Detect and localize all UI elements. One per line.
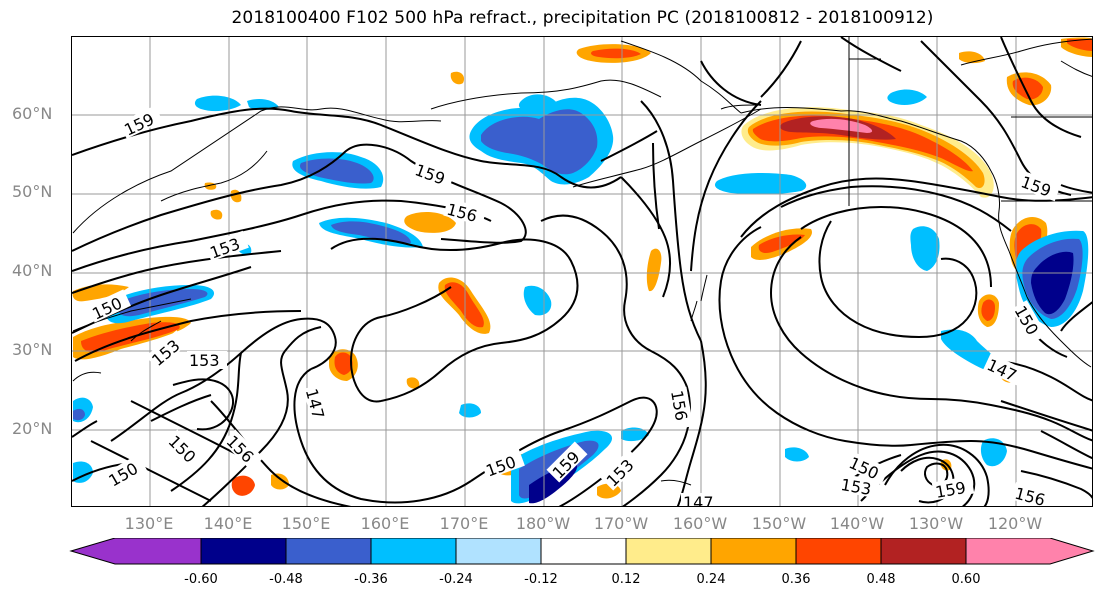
lon-label-150w: 150°W	[751, 514, 807, 533]
contour-label: 147	[302, 387, 328, 421]
colorbar-segment	[286, 538, 371, 564]
lon-label-180w: 180°W	[515, 514, 571, 533]
map-canvas: 159 159 156 153 150 153 153 147 150 150 …	[72, 37, 1092, 507]
contour-label: 147	[683, 493, 714, 507]
lat-label-60n: 60°N	[12, 104, 53, 123]
lat-label-30n: 30°N	[12, 340, 53, 359]
lon-label-130w: 130°W	[908, 514, 964, 533]
precip-negative-fill	[73, 89, 1089, 504]
lon-label-120w: 120°W	[987, 514, 1043, 533]
colorbar-segment	[371, 538, 456, 564]
colorbar-tick-label: -0.24	[439, 572, 473, 587]
colorbar-tick-label: -0.12	[524, 572, 558, 587]
contour-label: 153	[207, 234, 242, 262]
colorbar-segment	[626, 538, 711, 564]
colorbar-tick-label: 0.48	[866, 572, 896, 587]
colorbar-segment	[456, 538, 541, 564]
coastlines	[72, 37, 1092, 486]
colorbar-segment	[966, 538, 1093, 564]
lat-label-40n: 40°N	[12, 261, 53, 280]
lat-label-50n: 50°N	[12, 182, 53, 201]
map-panel: 159 159 156 153 150 153 153 147 150 150 …	[71, 36, 1093, 507]
colorbar-tick-label: -0.36	[354, 572, 388, 587]
graticule	[72, 37, 1092, 506]
colorbar-segment	[71, 538, 201, 564]
lon-label-170e: 170°E	[439, 514, 489, 533]
colorbar-segment	[796, 538, 881, 564]
contour-label: 153	[839, 475, 872, 499]
lon-label-130e: 130°E	[124, 514, 174, 533]
lon-label-140w: 140°W	[829, 514, 885, 533]
colorbar-tick-label: 0.12	[611, 572, 641, 587]
contour-label: 153	[189, 351, 220, 370]
colorbar-segment	[711, 538, 796, 564]
lon-label-170w: 170°W	[593, 514, 649, 533]
colorbar-tick-label: 0.60	[951, 572, 981, 587]
contour-label: 156	[1013, 484, 1047, 507]
lat-label-20n: 20°N	[12, 419, 53, 438]
colorbar-tick-label: -0.48	[269, 572, 303, 587]
contour-label: 159	[412, 160, 447, 188]
lon-label-160e: 160°E	[360, 514, 410, 533]
colorbar-tick-label: 0.36	[781, 572, 811, 587]
lon-label-160w: 160°W	[672, 514, 728, 533]
colorbar-segment	[541, 538, 626, 564]
lon-label-140e: 140°E	[203, 514, 253, 533]
map-title: 2018100400 F102 500 hPa refract., precip…	[231, 8, 934, 28]
colorbar-tick-label: 0.24	[696, 572, 726, 587]
height-contours	[72, 37, 1092, 506]
contour-label: 159	[1018, 172, 1053, 200]
lon-label-150e: 150°E	[281, 514, 331, 533]
contour-label: 156	[667, 389, 691, 422]
colorbar-segment	[201, 538, 286, 564]
contour-label: 159	[934, 478, 967, 502]
colorbar-tick-label: -0.60	[184, 572, 218, 587]
colorbar-segment	[881, 538, 966, 564]
colorbar	[69, 538, 1095, 565]
